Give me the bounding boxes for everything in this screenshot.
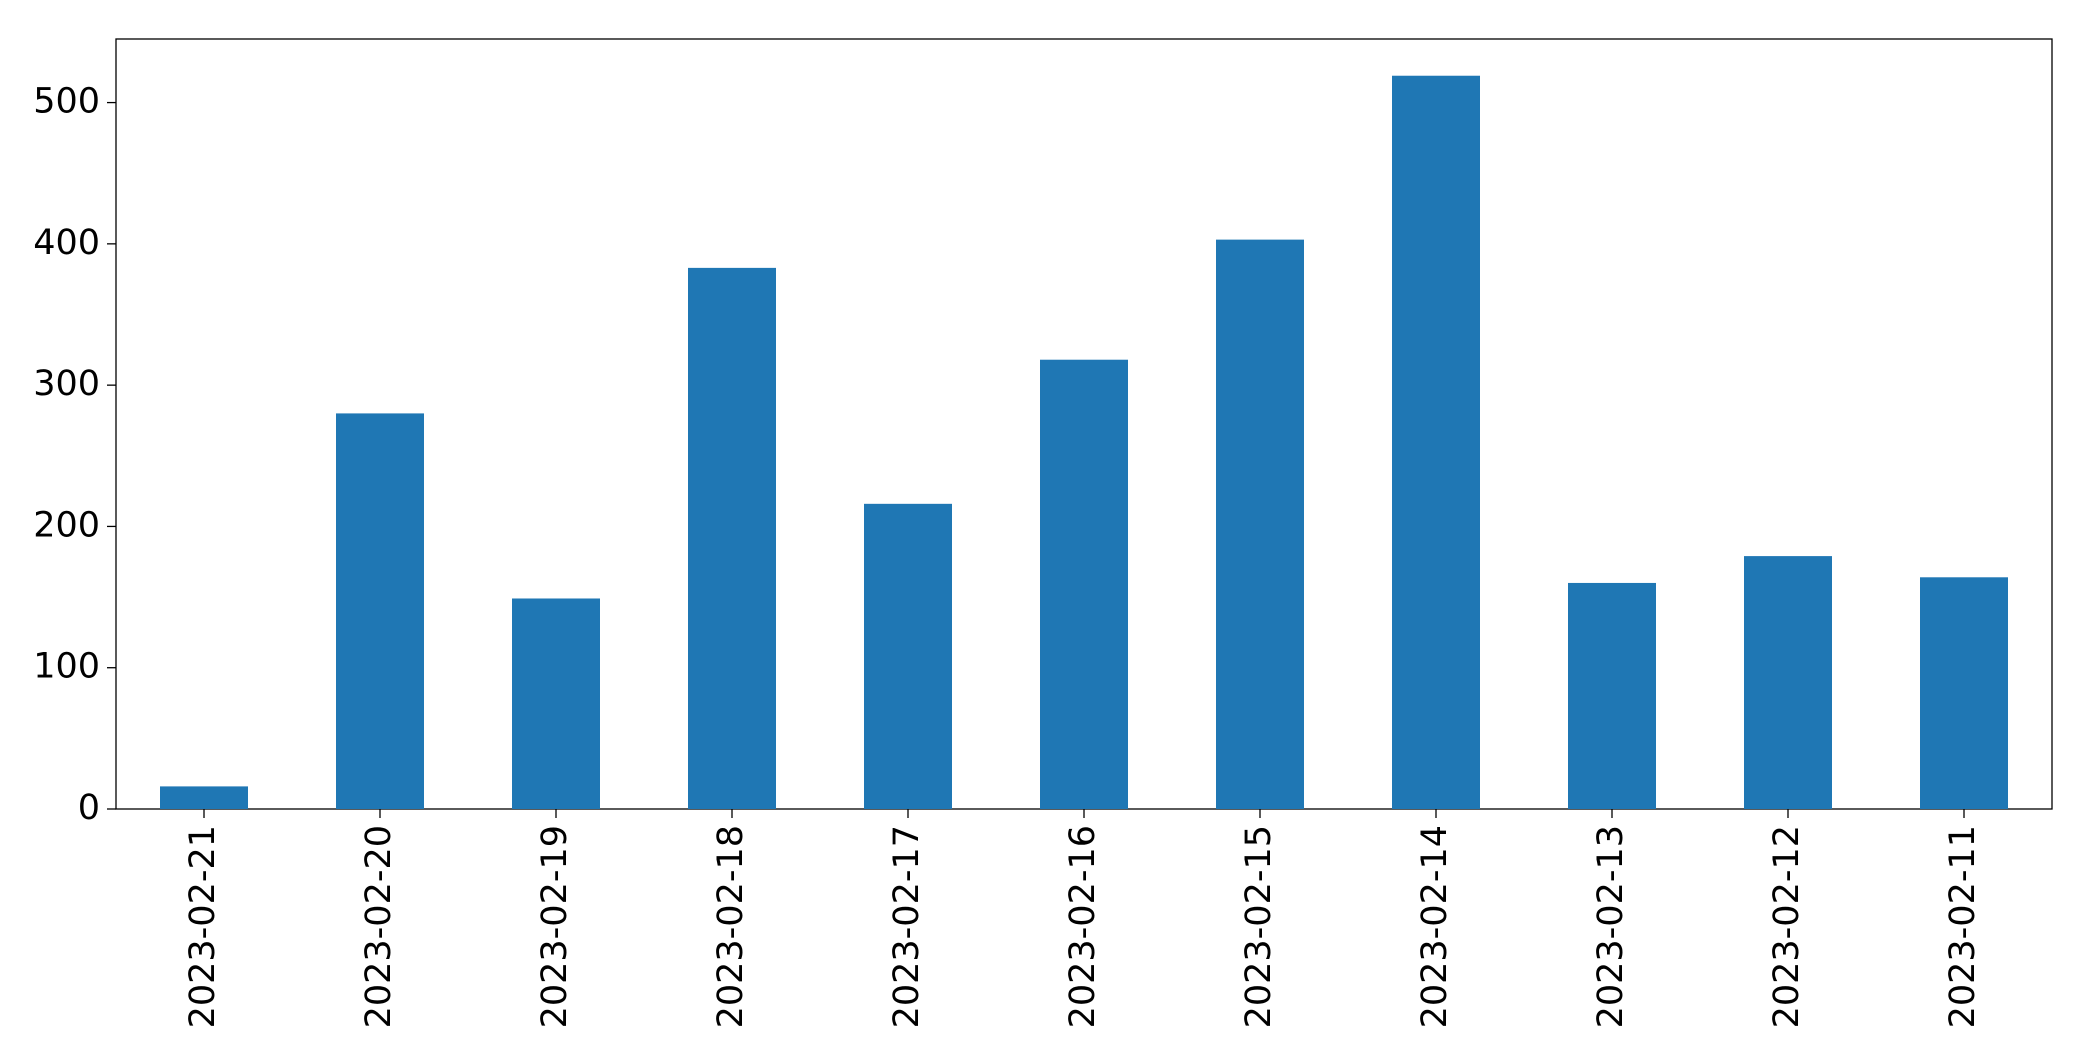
y-tick-label: 300: [33, 364, 100, 404]
bar: [1744, 556, 1832, 809]
x-tick-label: 2023-02-20: [359, 825, 399, 1028]
x-tick-label: 2023-02-19: [535, 825, 575, 1028]
bar: [336, 413, 424, 809]
x-tick-label: 2023-02-16: [1063, 825, 1103, 1028]
x-tick-label: 2023-02-17: [887, 825, 927, 1028]
bar: [512, 598, 600, 809]
bar: [1392, 75, 1480, 809]
x-tick-label: 2023-02-18: [711, 825, 751, 1028]
x-tick-label: 2023-02-15: [1239, 825, 1279, 1028]
x-tick-label: 2023-02-14: [1415, 825, 1455, 1028]
bar: [1920, 577, 2008, 809]
y-tick-label: 400: [33, 223, 100, 263]
x-tick-label: 2023-02-21: [183, 825, 223, 1028]
y-tick-label: 500: [33, 82, 100, 122]
y-tick-label: 200: [33, 505, 100, 545]
x-tick-label: 2023-02-12: [1767, 825, 1807, 1028]
bar: [864, 503, 952, 809]
bar: [1216, 239, 1304, 810]
bar: [1568, 582, 1656, 809]
bar: [688, 267, 776, 809]
bar: [1040, 359, 1128, 809]
y-tick-label: 0: [78, 788, 100, 828]
y-tick-label: 100: [33, 647, 100, 687]
bar: [160, 786, 248, 809]
x-tick-label: 2023-02-13: [1591, 825, 1631, 1028]
x-tick-label: 2023-02-11: [1943, 825, 1983, 1028]
